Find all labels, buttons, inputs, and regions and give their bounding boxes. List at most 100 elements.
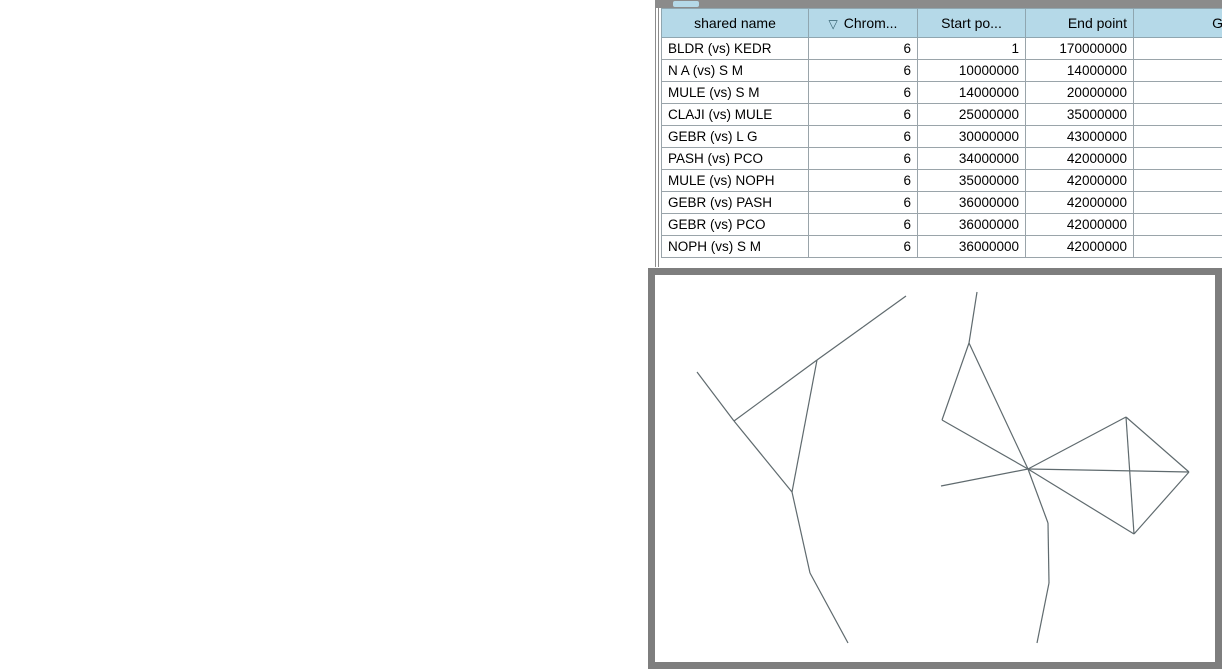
subnetwork-edge-KAWA-JABE[interactable] xyxy=(1047,522,1050,584)
large-network-canvas[interactable] xyxy=(0,0,648,669)
cell-start[interactable]: 36000000 xyxy=(917,191,1026,214)
cell-shared_name[interactable]: CLAJI (vs) MULE xyxy=(661,103,809,126)
table-row[interactable]: GEBR (vs) PCO636000000420000008.4 xyxy=(661,213,1222,236)
cell-shared_name[interactable]: GEBR (vs) PASH xyxy=(661,191,809,214)
cell-shared_name[interactable]: GEBR (vs) L G xyxy=(661,125,809,148)
cell-start[interactable]: 25000000 xyxy=(917,103,1026,126)
cell-end[interactable]: 20000000 xyxy=(1025,81,1134,104)
cell-genetic[interactable]: 16.9 xyxy=(1133,125,1222,148)
subnetwork-canvas[interactable] xyxy=(655,275,1215,662)
table-row[interactable]: BLDR (vs) KEDR61170000000192.0 xyxy=(661,37,1222,60)
subnetwork-edge-LG-KAWA[interactable] xyxy=(1027,468,1049,524)
subnetwork-edge-NA-MIWE[interactable] xyxy=(809,572,849,644)
cell-chromosome[interactable]: 6 xyxy=(808,103,918,126)
subnetwork-edge-JABE-ALMCH[interactable] xyxy=(1036,582,1050,644)
subnetwork-edge-BLDR-KEDR[interactable] xyxy=(941,342,970,421)
edge-table-panel: shared name ▽ Chrom... Start po... End point… xyxy=(655,0,1222,268)
cell-genetic[interactable]: 10.5 xyxy=(1133,169,1222,192)
subnetwork-edge-CLAJI-MULE[interactable] xyxy=(696,371,735,422)
cell-end[interactable]: 42000000 xyxy=(1025,169,1134,192)
cell-end[interactable]: 170000000 xyxy=(1025,37,1134,60)
cell-shared_name[interactable]: PASH (vs) PCO xyxy=(661,147,809,170)
cell-start[interactable]: 1 xyxy=(917,37,1026,60)
subnetwork-edge-JOAK-SABE[interactable] xyxy=(862,295,907,328)
cell-end[interactable]: 42000000 xyxy=(1025,213,1134,236)
cell-end[interactable]: 43000000 xyxy=(1025,125,1134,148)
cell-genetic[interactable]: 8.4 xyxy=(1133,213,1222,236)
table-row[interactable]: NOPH (vs) S M636000000420000009.9 xyxy=(661,235,1222,258)
subnetwork-edge-SG-LG[interactable] xyxy=(940,468,1029,487)
cell-end[interactable]: 42000000 xyxy=(1025,147,1134,170)
cell-genetic[interactable]: 5.9 xyxy=(1133,103,1222,126)
cell-shared_name[interactable]: GEBR (vs) PCO xyxy=(661,213,809,236)
column-header-0[interactable]: shared name xyxy=(661,8,809,38)
cell-end[interactable]: 42000000 xyxy=(1025,191,1134,214)
table-scrollbar-thumb[interactable] xyxy=(673,1,699,7)
subnetwork-edge-LG-GEBR[interactable] xyxy=(1027,416,1127,470)
cell-shared_name[interactable]: BLDR (vs) KEDR xyxy=(661,37,809,60)
subnetwork-edge-SM-NA[interactable] xyxy=(791,491,811,574)
filter-funnel-icon[interactable]: ▽ xyxy=(828,17,838,31)
subnetwork-edge-LG-PCO[interactable] xyxy=(1027,468,1135,535)
cell-chromosome[interactable]: 6 xyxy=(808,235,918,258)
cell-end[interactable]: 35000000 xyxy=(1025,103,1134,126)
cell-start[interactable]: 35000000 xyxy=(917,169,1026,192)
cell-genetic[interactable]: 8.9 xyxy=(1133,191,1222,214)
cell-chromosome[interactable]: 6 xyxy=(808,213,918,236)
cell-shared_name[interactable]: MULE (vs) NOPH xyxy=(661,169,809,192)
subnetwork-panel[interactable] xyxy=(648,268,1222,669)
subnetwork-edge-NOPH-MULE[interactable] xyxy=(733,359,818,422)
subnetwork-edge-GEBR-PCO[interactable] xyxy=(1125,416,1135,535)
cell-start[interactable]: 34000000 xyxy=(917,147,1026,170)
table-row[interactable]: PASH (vs) PCO6340000004200000011.4 xyxy=(661,147,1222,170)
cell-start[interactable]: 36000000 xyxy=(917,213,1026,236)
table-header: shared name ▽ Chrom... Start po... End point… xyxy=(661,8,1222,38)
cell-genetic[interactable]: 7.5 xyxy=(1133,81,1222,104)
cell-end[interactable]: 42000000 xyxy=(1025,235,1134,258)
table-row[interactable]: MULE (vs) S M614000000200000007.5 xyxy=(661,81,1222,104)
subnetwork-edge-KEDR-LG[interactable] xyxy=(941,419,1029,470)
cell-shared_name[interactable]: N A (vs) S M xyxy=(661,59,809,82)
subnetwork-edge-LG-PASH[interactable] xyxy=(1027,468,1190,473)
cell-genetic[interactable]: 9.9 xyxy=(1133,235,1222,258)
column-header-2[interactable]: Start po... xyxy=(917,8,1026,38)
cell-shared_name[interactable]: MULE (vs) S M xyxy=(661,81,809,104)
subnetwork-edge-MULE-SM[interactable] xyxy=(733,420,793,493)
cell-start[interactable]: 36000000 xyxy=(917,235,1026,258)
cell-chromosome[interactable]: 6 xyxy=(808,191,918,214)
large-network-panel[interactable] xyxy=(0,0,648,669)
cell-chromosome[interactable]: 6 xyxy=(808,147,918,170)
table-row[interactable]: GEBR (vs) L G6300000004300000016.9 xyxy=(661,125,1222,148)
cell-chromosome[interactable]: 6 xyxy=(808,81,918,104)
cell-start[interactable]: 14000000 xyxy=(917,81,1026,104)
column-header-label: shared name xyxy=(694,15,776,31)
cell-chromosome[interactable]: 6 xyxy=(808,59,918,82)
table-row[interactable]: N A (vs) S M610000000140000006.6 xyxy=(661,59,1222,82)
cell-chromosome[interactable]: 6 xyxy=(808,169,918,192)
cell-start[interactable]: 10000000 xyxy=(917,59,1026,82)
table-scrollbar-track[interactable] xyxy=(655,0,1222,8)
cell-genetic[interactable]: 192.0 xyxy=(1133,37,1222,60)
column-header-label: Genetic... xyxy=(1212,15,1222,31)
subnetwork-edge-SABE-NOPH[interactable] xyxy=(816,326,864,361)
table-row[interactable]: GEBR (vs) PASH636000000420000008.9 xyxy=(661,191,1222,214)
subnetwork-edge-NOPH-SM[interactable] xyxy=(791,359,818,493)
edge-attribute-table: shared name ▽ Chrom... Start po... End point… xyxy=(661,8,1222,258)
cell-start[interactable]: 30000000 xyxy=(917,125,1026,148)
subnetwork-edge-MADR-BLDR[interactable] xyxy=(968,291,978,344)
cell-end[interactable]: 14000000 xyxy=(1025,59,1134,82)
column-header-3[interactable]: End point xyxy=(1025,8,1134,38)
cell-genetic[interactable]: 11.4 xyxy=(1133,147,1222,170)
subnetwork-edge-GEBR-PASH[interactable] xyxy=(1125,416,1190,473)
cell-genetic[interactable]: 6.6 xyxy=(1133,59,1222,82)
table-row[interactable]: CLAJI (vs) MULE625000000350000005.9 xyxy=(661,103,1222,126)
subnetwork-edge-PASH-PCO[interactable] xyxy=(1133,471,1190,535)
column-header-4[interactable]: Genetic... xyxy=(1133,8,1222,38)
cell-chromosome[interactable]: 6 xyxy=(808,125,918,148)
cell-shared_name[interactable]: NOPH (vs) S M xyxy=(661,235,809,258)
subnetwork-edge-BLDR-LG[interactable] xyxy=(968,342,1029,470)
cell-chromosome[interactable]: 6 xyxy=(808,37,918,60)
column-header-1[interactable]: ▽ Chrom... xyxy=(808,8,918,38)
table-row[interactable]: MULE (vs) NOPH6350000004200000010.5 xyxy=(661,169,1222,192)
